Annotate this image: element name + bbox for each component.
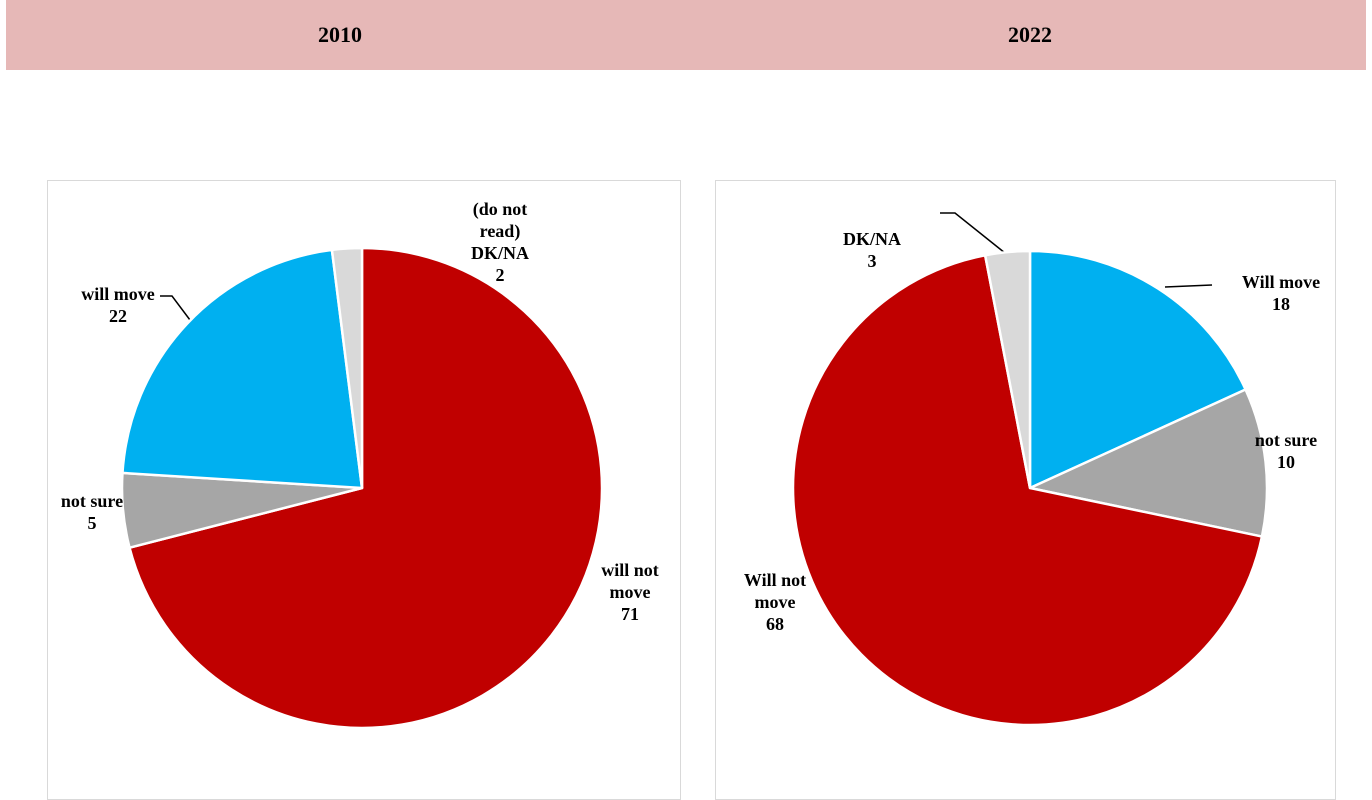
header-bar [6,0,1366,70]
category-label: DK/NA [843,229,901,249]
category-label: Will not move [743,570,807,612]
data-label: Will not move 68 [730,569,820,635]
pie-slice [983,249,1032,490]
chart-title: 2022 [1008,22,1052,47]
data-label: not sure 10 [1241,429,1331,473]
leader-line [1164,284,1213,288]
category-label: (do not read) DK/NA [471,199,529,263]
data-label: not sure 5 [47,490,137,534]
data-label: will not move 71 [590,559,670,625]
value-label: 3 [867,251,877,271]
value-label: 5 [87,513,97,533]
pie-slice [1028,249,1247,490]
pie-slice [121,248,364,490]
data-label: will move 22 [68,283,168,327]
category-label: not sure [60,491,124,511]
leader-line [940,212,1006,254]
value-label: 18 [1272,294,1290,314]
leader-line [160,295,191,321]
pie-slice [791,254,1264,727]
category-label: not sure [1254,430,1318,450]
category-label: Will move [1241,272,1321,292]
data-label: (do not read) DK/NA 2 [455,198,545,286]
pie-slice [330,246,364,490]
value-label: 10 [1277,452,1295,472]
value-label: 71 [621,604,639,624]
value-label: 22 [109,306,127,326]
pie-slice [128,246,604,730]
value-label: 2 [495,265,505,285]
category-label: will move [81,284,155,304]
category-label: will not move [601,560,659,602]
value-label: 68 [766,614,784,634]
chart-title: 2010 [318,22,362,47]
data-label: DK/NA 3 [827,228,917,272]
data-label: Will move 18 [1226,271,1336,315]
